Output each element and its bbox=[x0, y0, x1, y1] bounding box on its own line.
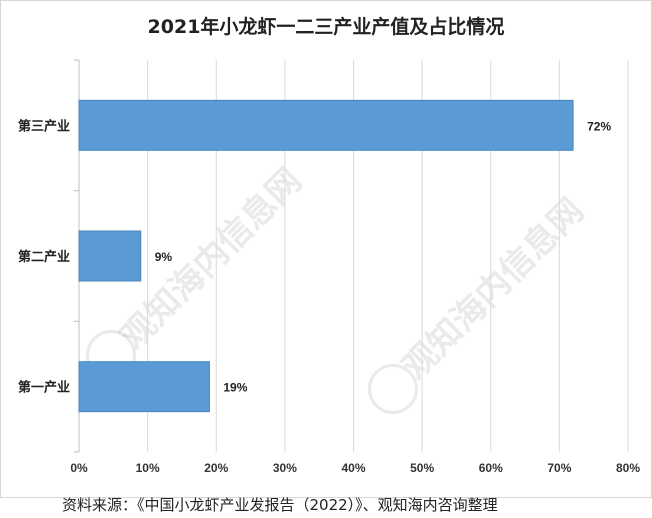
bar-0 bbox=[78, 99, 574, 151]
source-note: 资料来源：《中国小龙虾产业发报告（2022）》、观知海内咨询整理 bbox=[62, 496, 498, 514]
y-category-label-2: 第一产业 bbox=[18, 380, 70, 396]
data-label-2: 19% bbox=[223, 381, 247, 395]
chart-title: 2021年小龙虾一二三产业产值及占比情况 bbox=[147, 16, 505, 38]
x-tick-label-2: 20% bbox=[204, 461, 228, 475]
x-tick-label-6: 60% bbox=[479, 461, 503, 475]
x-tick-label-8: 80% bbox=[616, 461, 640, 475]
x-tick-label-5: 50% bbox=[410, 461, 434, 475]
data-label-0: 72% bbox=[587, 119, 611, 133]
x-tick-label-0: 0% bbox=[70, 461, 88, 475]
bar-chart: 0% 10% 20% 30% 40% 50% 60% 70% 80% 第三产业 72% 第二产业 9% 第… bbox=[18, 59, 640, 475]
y-category-label-1: 第二产业 bbox=[18, 249, 70, 265]
data-label-1: 9% bbox=[155, 250, 173, 264]
y-category-label-0: 第三产业 bbox=[18, 118, 70, 134]
x-tick-label-1: 10% bbox=[136, 461, 160, 475]
bar-2 bbox=[78, 361, 210, 413]
x-tick-label-4: 40% bbox=[341, 461, 365, 475]
x-tick-label-3: 30% bbox=[273, 461, 297, 475]
bar-1 bbox=[78, 230, 142, 282]
x-tick-label-7: 70% bbox=[547, 461, 571, 475]
